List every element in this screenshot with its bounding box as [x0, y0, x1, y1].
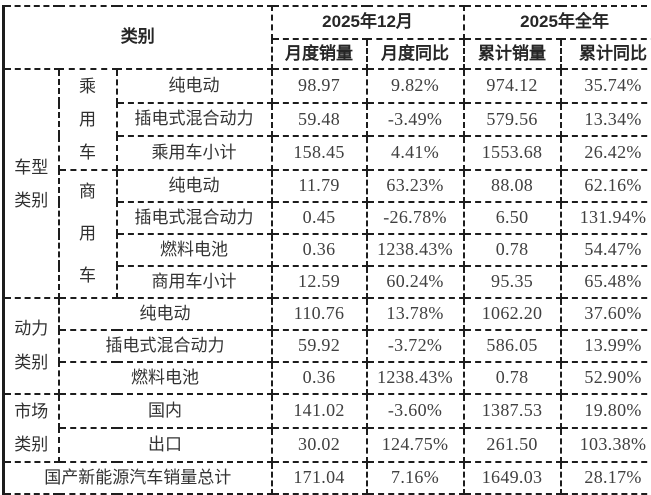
cumulative-yoy-cell: 13.34% — [559, 101, 651, 138]
monthly-sales-cell: 141.02 — [270, 393, 368, 429]
cumulative-sales-cell: 579.56 — [462, 101, 562, 138]
monthly-sales-cell: 158.45 — [270, 135, 368, 171]
monthly-sales-cell: 59.48 — [270, 101, 368, 138]
cumulative-sales-header: 累计销量 — [462, 38, 562, 70]
grand-total-row: 国产新能源汽车销量总计 171.04 7.16% 1649.03 28.17% — [1, 461, 651, 495]
cumulative-yoy-header: 累计同比 — [559, 38, 651, 70]
monthly-sales-header: 月度销量 — [270, 38, 368, 70]
monthly-sales-cell: 59.92 — [270, 329, 368, 363]
row-label: 国内 — [57, 393, 273, 429]
cumulative-yoy-cell: 28.17% — [559, 461, 651, 495]
cumulative-yoy-cell: 62.16% — [559, 169, 651, 203]
vehicle-type-group-label: 车型 类别 — [2, 68, 60, 299]
monthly-yoy-cell: 63.23% — [365, 169, 465, 203]
monthly-sales-cell: 0.36 — [270, 361, 368, 395]
power-type-group-label: 动力 类别 — [2, 297, 60, 395]
monthly-sales-cell: 0.36 — [270, 233, 368, 267]
monthly-yoy-cell: -3.49% — [365, 101, 465, 138]
cumulative-sales-cell: 1387.53 — [462, 393, 562, 429]
monthly-yoy-cell: 7.16% — [365, 461, 465, 495]
monthly-sales-cell: 12.59 — [270, 265, 368, 299]
row-label: 商用车小计 — [115, 265, 273, 299]
nev-sales-table: 类别 2025年12月 2025年全年 月度销量 月度同比 累计销量 累计同比 … — [1, 5, 651, 495]
market-type-group-label: 市场 类别 — [2, 393, 60, 463]
table-row: 出口 30.02 124.75% 261.50 103.38% — [4, 427, 651, 463]
monthly-yoy-header: 月度同比 — [365, 38, 465, 70]
table-row: 插电式混合动力 59.48 -3.49% 579.56 13.34% — [4, 101, 651, 138]
month-period-header: 2025年12月 — [270, 5, 465, 40]
table-row: 商 用 车 纯电动 11.79 63.23% 88.08 62.16% — [4, 169, 651, 299]
cumulative-sales-cell: 6.50 — [462, 201, 562, 235]
row-label: 出口 — [57, 427, 273, 463]
cumulative-sales-cell: 0.78 — [462, 361, 562, 395]
monthly-yoy-cell: 124.75% — [365, 427, 465, 463]
cumulative-sales-cell: 1062.20 — [462, 297, 562, 331]
cumulative-yoy-cell: 103.38% — [559, 427, 651, 463]
cumulative-sales-cell: 586.05 — [462, 329, 562, 363]
monthly-sales-cell: 0.45 — [270, 201, 368, 235]
monthly-sales-cell: 11.79 — [270, 169, 368, 203]
cumulative-sales-cell: 95.35 — [462, 265, 562, 299]
row-label: 纯电动 — [57, 297, 273, 331]
header-row-metrics: 月度销量 月度同比 累计销量 累计同比 — [4, 38, 651, 70]
commercial-group-label: 商 用 车 — [57, 169, 118, 299]
monthly-sales-cell: 30.02 — [270, 427, 368, 463]
table-row: 燃料电池 0.36 1238.43% 0.78 52.90% — [4, 361, 651, 395]
table-row: 插电式混合动力 59.92 -3.72% 586.05 13.99% — [4, 329, 651, 363]
cumulative-yoy-cell: 131.94% — [559, 201, 651, 235]
monthly-sales-cell: 98.97 — [270, 68, 368, 104]
cumulative-yoy-cell: 26.42% — [559, 135, 651, 171]
row-label: 燃料电池 — [115, 233, 273, 267]
monthly-yoy-cell: 60.24% — [365, 265, 465, 299]
row-label: 乘用车小计 — [115, 135, 273, 171]
cumulative-yoy-cell: 65.48% — [559, 265, 651, 299]
row-label: 插电式混合动力 — [115, 201, 273, 235]
monthly-sales-cell: 110.76 — [270, 297, 368, 331]
row-label: 纯电动 — [115, 68, 273, 104]
row-label: 纯电动 — [115, 169, 273, 203]
cumulative-yoy-cell: 54.47% — [559, 233, 651, 267]
monthly-yoy-cell: -26.78% — [365, 201, 465, 235]
monthly-yoy-cell: 13.78% — [365, 297, 465, 331]
table-row: 动力 类别 纯电动 110.76 13.78% 1062.20 37.60% — [2, 297, 651, 395]
monthly-yoy-cell: -3.60% — [365, 393, 465, 429]
table-row: 市场 类别 国内 141.02 -3.60% 1387.53 19.80% — [2, 393, 651, 463]
monthly-yoy-cell: 1238.43% — [365, 233, 465, 267]
header-row-periods: 类别 2025年12月 2025年全年 — [1, 5, 651, 70]
monthly-sales-cell: 171.04 — [270, 461, 368, 495]
table-row: 插电式混合动力 0.45 -26.78% 6.50 131.94% — [4, 201, 651, 235]
monthly-yoy-cell: -3.72% — [365, 329, 465, 363]
year-period-header: 2025年全年 — [462, 5, 651, 40]
cumulative-sales-cell: 974.12 — [462, 68, 562, 104]
row-label: 燃料电池 — [57, 361, 273, 395]
row-label: 插电式混合动力 — [115, 101, 273, 138]
monthly-yoy-cell: 9.82% — [365, 68, 465, 104]
cumulative-sales-cell: 0.78 — [462, 233, 562, 267]
table-row: 商用车小计 12.59 60.24% 95.35 65.48% — [4, 265, 651, 299]
row-label: 插电式混合动力 — [57, 329, 273, 363]
grand-total-label: 国产新能源汽车销量总计 — [1, 461, 273, 495]
table-row: 车型 类别 乘 用 车 纯电动 98.97 9.82% 974.12 35.74… — [2, 68, 651, 299]
cumulative-yoy-cell: 19.80% — [559, 393, 651, 429]
cumulative-sales-cell: 1649.03 — [462, 461, 562, 495]
cumulative-yoy-cell: 37.60% — [559, 297, 651, 331]
passenger-group-label: 乘 用 车 — [57, 68, 118, 171]
cumulative-sales-cell: 88.08 — [462, 169, 562, 203]
cumulative-sales-cell: 1553.68 — [462, 135, 562, 171]
monthly-yoy-cell: 4.41% — [365, 135, 465, 171]
cumulative-yoy-cell: 13.99% — [559, 329, 651, 363]
monthly-yoy-cell: 1238.43% — [365, 361, 465, 395]
cumulative-yoy-cell: 52.90% — [559, 361, 651, 395]
cumulative-yoy-cell: 35.74% — [559, 68, 651, 104]
cumulative-sales-cell: 261.50 — [462, 427, 562, 463]
table-row: 乘用车小计 158.45 4.41% 1553.68 26.42% — [4, 135, 651, 171]
category-header: 类别 — [1, 5, 273, 70]
table-row: 燃料电池 0.36 1238.43% 0.78 54.47% — [4, 233, 651, 267]
